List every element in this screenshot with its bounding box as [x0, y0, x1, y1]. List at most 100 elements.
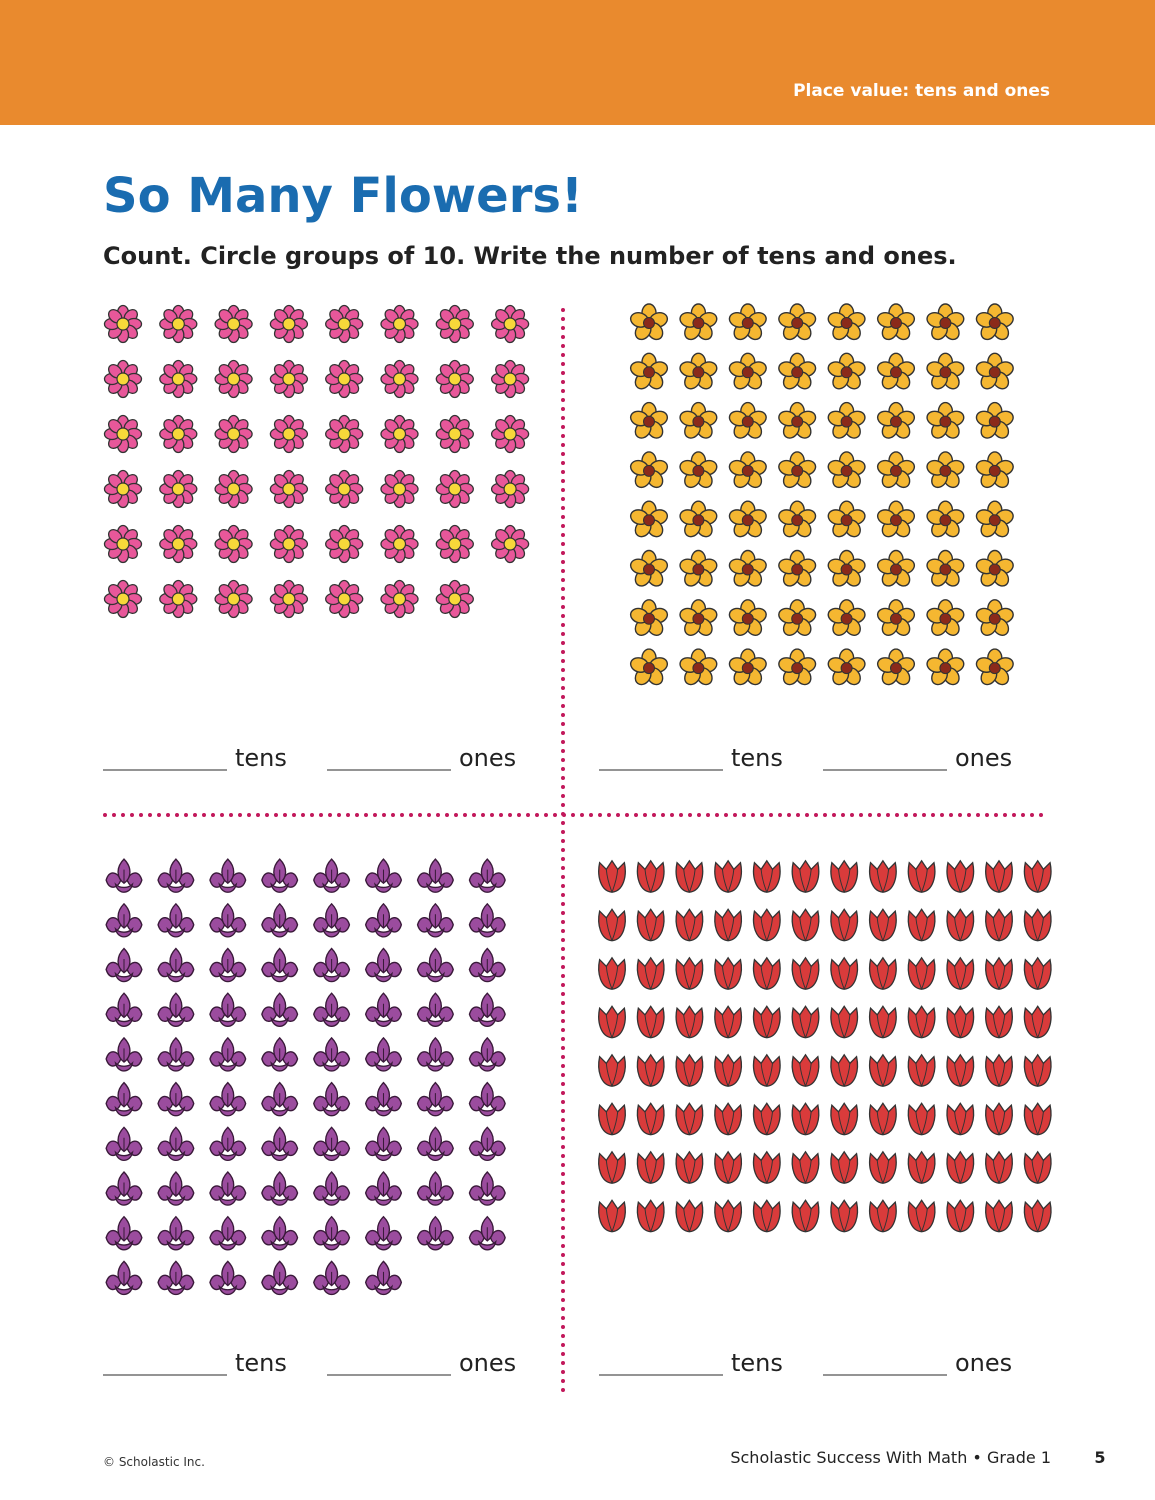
flower-icon — [678, 303, 719, 343]
flower-icon — [868, 1151, 897, 1184]
flower-icon — [876, 648, 916, 689]
flower-icon — [1023, 1102, 1052, 1136]
flower-icon — [325, 359, 364, 399]
flower-icon — [261, 858, 299, 893]
flower-icon — [777, 451, 818, 491]
flower-icon — [209, 1216, 247, 1251]
flower-icon — [364, 992, 403, 1027]
flower-icon — [678, 352, 719, 393]
flower-icon — [985, 1005, 1013, 1039]
flower-icon — [313, 1260, 351, 1296]
flower-icon — [105, 1260, 143, 1296]
flower-icon — [946, 1102, 975, 1136]
book-title: Scholastic Success With Math • Grade 1 — [730, 1448, 1051, 1467]
flower-icon — [629, 549, 669, 590]
flower-icon — [490, 304, 530, 344]
flower-icon — [269, 469, 309, 509]
flower-icon — [159, 359, 198, 399]
flower-icon — [364, 1037, 403, 1072]
flower-icon — [103, 469, 143, 509]
flower-icon — [985, 908, 1013, 942]
flower-icon — [752, 1005, 781, 1039]
flower-icon — [364, 858, 403, 893]
flower-icon — [598, 1054, 626, 1087]
flower-icon — [636, 1005, 665, 1039]
flower-icon — [826, 549, 867, 590]
flower-icon — [974, 303, 1015, 343]
answer-blanks: tens ones tens ones tens ones tens ones — [103, 744, 1012, 1377]
flower-icon — [974, 549, 1015, 590]
flower-icon — [791, 1005, 820, 1039]
flower-icon — [727, 303, 768, 343]
tens-label: tens — [235, 744, 287, 772]
flower-icon — [209, 1037, 247, 1072]
flower-icon — [159, 304, 198, 344]
flower-icon — [416, 1171, 454, 1206]
flower-icon — [675, 1102, 704, 1136]
flower-icon — [157, 858, 195, 893]
flower-icon — [876, 303, 916, 343]
flower-icon — [313, 947, 351, 983]
flower-icon — [791, 957, 820, 990]
flower-icon — [907, 1199, 936, 1233]
flower-icon — [777, 303, 818, 343]
flower-icon — [490, 414, 530, 454]
flower-icon — [925, 599, 966, 639]
flower-icon — [830, 908, 859, 942]
flower-icon — [269, 304, 309, 344]
flower-icon — [490, 469, 530, 509]
flower-icon — [325, 304, 364, 344]
flower-icon — [629, 451, 669, 491]
flower-icon — [103, 414, 143, 454]
flower-icon — [261, 903, 299, 938]
flower-icon — [636, 1054, 665, 1087]
flower-icon — [105, 1037, 143, 1072]
flower-icon — [907, 1151, 936, 1184]
flower-icon — [157, 1037, 195, 1072]
flower-icon — [468, 947, 506, 983]
flower-icon — [678, 599, 719, 639]
flower-icon — [269, 359, 309, 399]
flower-icon — [714, 1102, 743, 1136]
flower-icon — [468, 1081, 506, 1117]
flower-icon — [925, 451, 966, 491]
flower-icon — [714, 860, 743, 893]
flower-icon — [714, 1054, 743, 1087]
flower-icon — [826, 303, 867, 343]
flower-icon — [380, 304, 419, 344]
flower-icon — [907, 860, 936, 893]
flower-icon — [830, 1102, 859, 1136]
flower-icon — [791, 1054, 820, 1087]
tens-label: tens — [731, 744, 783, 772]
copyright: © Scholastic Inc. — [103, 1455, 205, 1469]
flower-icon — [925, 401, 966, 442]
flower-icon — [105, 858, 143, 893]
flower-icon — [214, 304, 253, 344]
flower-icon — [636, 1151, 665, 1184]
flower-icon — [468, 858, 506, 893]
flower-icon — [103, 359, 143, 399]
flower-icon — [629, 303, 669, 343]
flower-icon — [714, 1199, 743, 1233]
flower-icon — [325, 524, 364, 564]
flower-icon — [364, 1260, 403, 1296]
flower-icon — [907, 957, 936, 990]
flower-icon — [636, 908, 665, 942]
flower-icon — [868, 1199, 897, 1233]
flower-icon — [214, 524, 253, 564]
tens-label: tens — [235, 1349, 287, 1377]
flower-icon — [313, 1126, 351, 1162]
flower-icon — [678, 451, 719, 491]
flower-icon — [985, 1054, 1013, 1087]
flower-icon — [826, 500, 867, 541]
flower-icon — [791, 1102, 820, 1136]
flower-icon — [105, 1081, 143, 1117]
flower-icon — [868, 1102, 897, 1136]
flower-icon — [380, 359, 419, 399]
flower-icon — [629, 352, 669, 393]
flower-icon — [675, 860, 704, 893]
flower-icon — [159, 414, 198, 454]
header-label: Place value: tens and ones — [793, 81, 1050, 101]
flower-icon — [435, 579, 474, 619]
